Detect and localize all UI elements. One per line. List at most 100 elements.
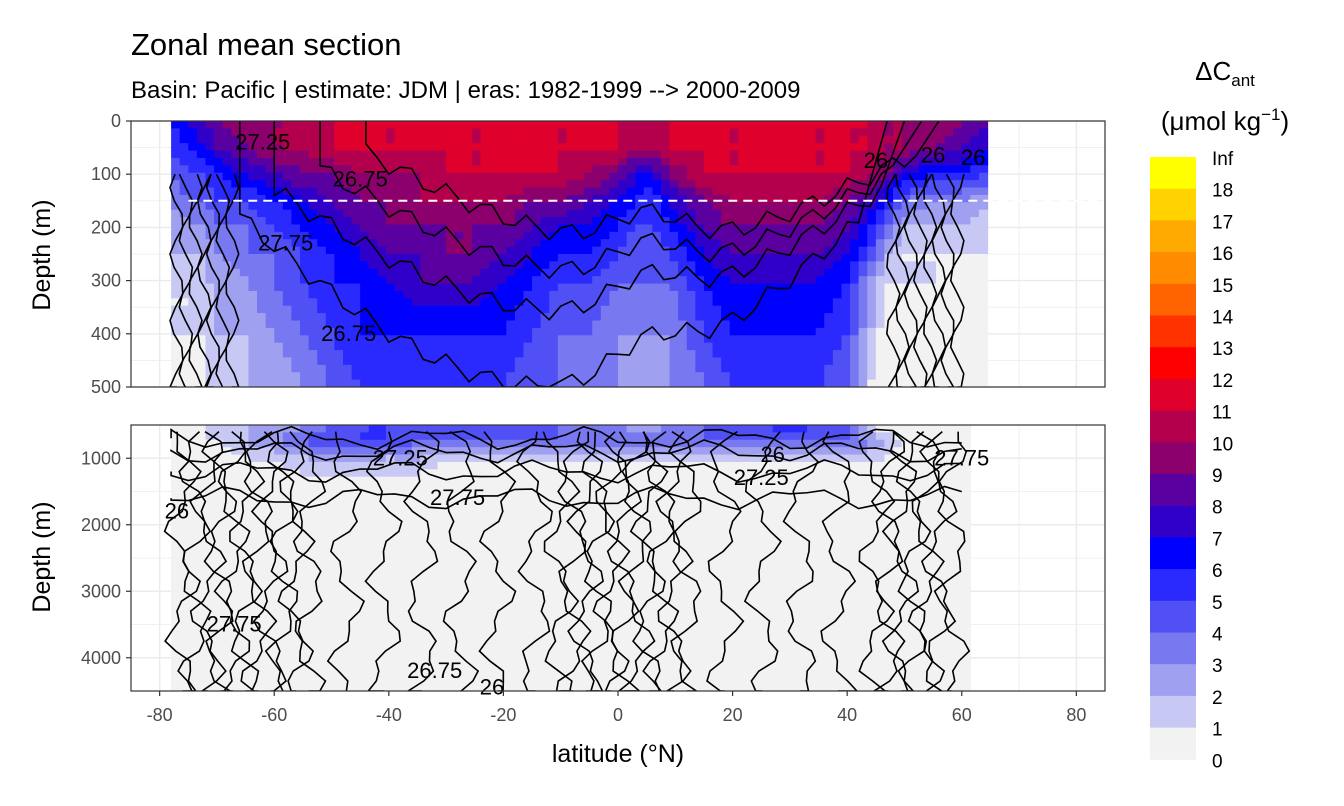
- field-cell: [480, 543, 490, 552]
- field-cell: [712, 187, 722, 196]
- field-cell: [781, 439, 791, 448]
- field-cell: [446, 209, 456, 218]
- field-cell: [721, 357, 731, 366]
- field-cell: [214, 128, 224, 137]
- field-cell: [420, 135, 430, 144]
- field-cell: [188, 313, 198, 322]
- field-cell: [600, 469, 611, 478]
- field-cell: [377, 447, 387, 456]
- field-cell: [893, 535, 903, 544]
- field-cell: [901, 231, 911, 240]
- field-cell: [403, 476, 413, 485]
- field-cell: [342, 476, 353, 485]
- field-cell: [643, 521, 653, 530]
- field-cell: [918, 535, 928, 544]
- field-cell: [575, 364, 585, 373]
- field-cell: [239, 121, 250, 129]
- field-cell: [205, 447, 215, 456]
- field-cell: [480, 454, 490, 463]
- field-cell: [927, 143, 937, 152]
- field-cell: [411, 335, 421, 344]
- field-cell: [807, 425, 817, 433]
- field-cell: [927, 491, 937, 500]
- field-cell: [411, 372, 421, 381]
- field-cell: [394, 491, 404, 500]
- field-cell: [282, 261, 293, 270]
- field-cell: [678, 224, 688, 233]
- field-cell: [523, 239, 533, 248]
- field-cell: [738, 209, 748, 218]
- field-cell: [978, 342, 989, 351]
- field-cell: [729, 461, 739, 470]
- field-cell: [652, 157, 662, 166]
- field-cell: [188, 172, 198, 181]
- field-cell: [781, 194, 791, 203]
- field-cell: [618, 150, 628, 159]
- field-cell: [394, 454, 404, 463]
- field-cell: [471, 135, 482, 144]
- field-cell: [678, 165, 688, 174]
- field-cell: [274, 290, 284, 299]
- field-cell: [497, 121, 507, 129]
- field-cell: [540, 372, 550, 381]
- field-cell: [222, 165, 232, 174]
- field-cell: [841, 372, 851, 381]
- field-cell: [609, 261, 619, 270]
- field-cell: [231, 276, 241, 285]
- field-cell: [738, 143, 748, 152]
- field-cell: [334, 246, 344, 255]
- field-cell: [935, 491, 946, 500]
- field-cell: [360, 224, 370, 233]
- field-cell: [385, 194, 396, 203]
- field-cell: [454, 298, 464, 307]
- field-cell: [566, 121, 576, 129]
- field-cell: [385, 543, 396, 552]
- field-cell: [626, 432, 636, 441]
- field-cell: [592, 180, 602, 189]
- field-cell: [772, 157, 782, 166]
- field-cell: [901, 357, 911, 366]
- field-cell: [532, 165, 542, 174]
- field-cell: [282, 364, 293, 373]
- field-cell: [592, 143, 602, 152]
- field-cell: [291, 432, 301, 441]
- field-cell: [703, 180, 714, 189]
- field-cell: [755, 239, 765, 248]
- field-cell: [549, 209, 559, 218]
- field-cell: [746, 372, 757, 381]
- field-cell: [317, 268, 327, 277]
- field-cell: [403, 128, 413, 137]
- field-cell: [978, 276, 989, 285]
- field-cell: [257, 491, 267, 500]
- field-cell: [317, 298, 327, 307]
- field-cell: [274, 246, 284, 255]
- field-cell: [377, 335, 387, 344]
- field-cell: [652, 447, 662, 456]
- field-cell: [532, 187, 542, 196]
- field-cell: [609, 425, 619, 433]
- field-cell: [308, 543, 318, 552]
- field-cell: [549, 357, 559, 366]
- field-cell: [454, 425, 464, 433]
- field-cell: [540, 128, 550, 137]
- field-cell: [171, 305, 181, 314]
- field-cell: [274, 231, 284, 240]
- field-cell: [446, 506, 456, 515]
- field-cell: [944, 320, 954, 329]
- field-cell: [643, 121, 653, 129]
- field-cell: [850, 357, 860, 366]
- field-cell: [893, 305, 903, 314]
- field-cell: [832, 425, 843, 433]
- field-cell: [789, 313, 800, 322]
- field-cell: [463, 350, 473, 359]
- field-cell: [807, 535, 817, 544]
- field-cell: [901, 135, 911, 144]
- field-cell: [721, 290, 731, 299]
- field-cell: [944, 327, 954, 336]
- field-cell: [463, 305, 473, 314]
- contour-label: 26: [921, 143, 945, 168]
- field-cell: [308, 254, 318, 262]
- field-cell: [832, 461, 843, 470]
- field-cell: [540, 491, 550, 500]
- field-cell: [368, 327, 378, 336]
